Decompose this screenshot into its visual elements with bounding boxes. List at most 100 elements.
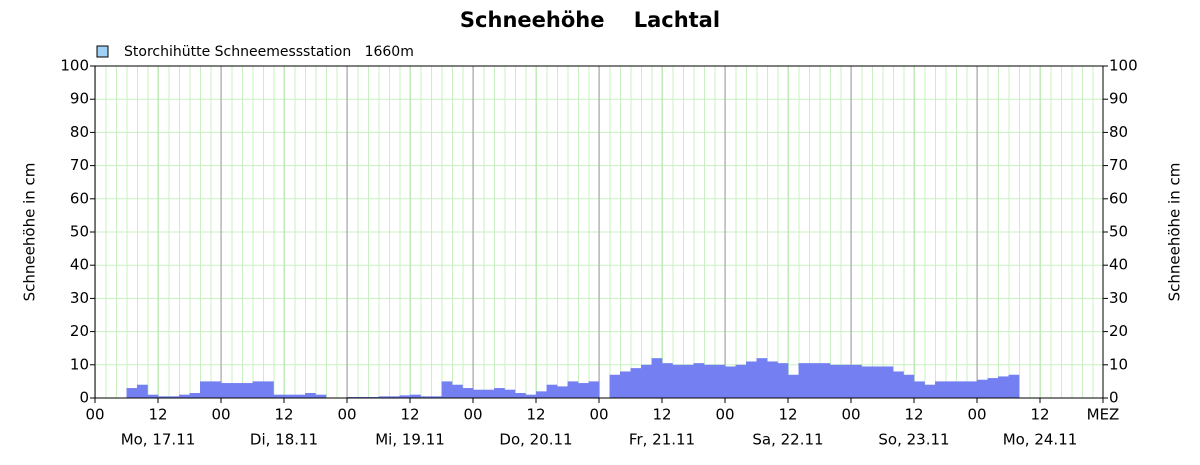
x-tick-label: 12 [1030,406,1049,424]
bar [494,388,505,398]
x-tick-label: 12 [400,406,419,424]
bar [767,361,778,398]
x-tick-label: 00 [715,406,734,424]
bar [977,379,988,398]
bar [714,364,726,398]
bar [819,363,831,398]
bar [147,394,159,398]
bar [126,388,138,398]
x-day-label: Mo, 17.11 [121,431,196,449]
bar [609,374,621,398]
x-day-label: So, 23.11 [878,431,949,449]
bar [725,366,736,398]
bar [861,366,873,398]
y-tick-label: 70 [70,156,89,174]
bar [872,366,883,398]
x-tick-label: 00 [589,406,608,424]
chart-title: Schneehöhe Lachtal [460,8,720,32]
legend-swatch [96,45,109,58]
bar [389,396,400,398]
bar [630,368,642,398]
bar [788,374,799,398]
x-tick-label: 12 [904,406,923,424]
y-tick-label: 0 [79,389,89,407]
bar [987,378,999,398]
bar [746,361,757,398]
bar [966,381,978,398]
legend-label: Storchihütte Schneemessstation 1660m [124,44,414,60]
bar [231,383,243,398]
y-tick-label: 90 [70,90,89,108]
bar [473,389,484,398]
bar [567,381,579,398]
x-tick-label: 12 [778,406,797,424]
bar [378,396,390,398]
x-tick-label: 12 [652,406,671,424]
bar [662,363,673,398]
bar [914,381,925,398]
bar [893,371,904,398]
bar [704,364,715,398]
bar [137,384,148,398]
y2-tick-label: 30 [1109,289,1128,307]
bar [210,381,222,398]
y-tick-label: 20 [70,322,89,340]
y-axis-label: Schneehöhe in cm [21,163,39,302]
bar [557,386,568,398]
bar [504,389,516,398]
x-tick-label: 00 [85,406,104,424]
bar [1008,374,1020,398]
y2-tick-label: 50 [1109,223,1128,241]
x-day-label: Sa, 22.11 [752,431,823,449]
bar [651,358,663,398]
y2-tick-label: 10 [1109,355,1128,373]
bar [273,394,285,398]
y-tick-label: 100 [60,57,89,75]
bar [252,381,264,398]
bar [221,383,232,398]
bar [315,394,327,398]
x-day-label: Di, 18.11 [250,431,318,449]
x-day-label: Mi, 19.11 [375,431,445,449]
x-tick-label: 12 [274,406,293,424]
bar [158,396,169,398]
bar [483,389,495,398]
bar [777,363,789,398]
bar [410,394,421,398]
bar [462,388,474,398]
bar [830,364,841,398]
bar [200,381,211,398]
bar [924,384,936,398]
plot-frame [94,65,1104,399]
y-tick-label: 10 [70,355,89,373]
x-tick-label: 00 [841,406,860,424]
x-tick-label: 00 [337,406,356,424]
y2-tick-label: 20 [1109,322,1128,340]
bar [546,384,558,398]
bar [294,394,306,398]
bar [399,395,411,398]
y-tick-label: 80 [70,123,89,141]
bar [525,394,537,398]
x-tick-label: 00 [967,406,986,424]
bar [956,381,967,398]
bar [515,393,526,398]
bar [945,381,957,398]
y2-tick-label: 0 [1109,389,1119,407]
x-tick-label: 12 [526,406,545,424]
bar [735,364,747,398]
bar [693,363,705,398]
bar [882,366,894,398]
y-tick-label: 40 [70,256,89,274]
bar [809,363,820,398]
y2-tick-label: 60 [1109,189,1128,207]
x-tick-label: 00 [463,406,482,424]
bar [683,364,694,398]
bar [588,381,600,398]
y-tick-label: 50 [70,223,89,241]
bar [420,396,432,398]
x-tick-label: MEZ [1087,406,1120,424]
bar [851,364,862,398]
x-tick-label: 12 [148,406,167,424]
